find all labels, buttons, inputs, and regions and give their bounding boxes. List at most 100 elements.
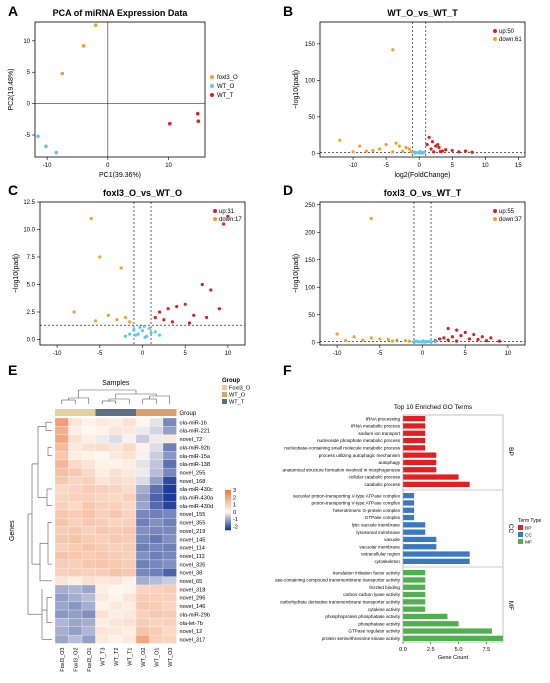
- go-bar-bp: [403, 430, 426, 436]
- heatmap-cell: [108, 568, 123, 577]
- heatmap-cell: [95, 576, 110, 586]
- heatmap-row-label: novel_38: [180, 571, 203, 577]
- heatmap-row-label: novel_326: [180, 562, 206, 568]
- heatmap-cell: [162, 501, 177, 510]
- point-down: [401, 149, 405, 153]
- group-bar-cell: [68, 409, 82, 416]
- heatmap-cell: [68, 493, 83, 502]
- heatmap-cell: [135, 501, 150, 510]
- legend-label: up:55: [499, 209, 515, 215]
- heatmap-cell: [162, 559, 177, 569]
- point-down: [352, 335, 356, 339]
- heatmap-cell: [54, 593, 69, 602]
- heatmap-row-label: ola-let-7b: [180, 621, 203, 627]
- point-down: [93, 319, 98, 323]
- go-term-label: lysosomal membrane: [356, 530, 400, 535]
- heatmap-cell: [95, 584, 110, 594]
- point-up: [157, 310, 162, 314]
- heatmap-cell: [54, 501, 69, 510]
- legend-label: up:31: [219, 209, 235, 215]
- go-term-label: process utilizing autophagic mechanism: [319, 453, 400, 458]
- heatmap-cell: [95, 476, 110, 485]
- go-term-label: vacuolar membrane: [359, 544, 400, 549]
- point-up: [183, 302, 187, 306]
- heatmap-cell: [149, 518, 164, 527]
- point-down: [128, 320, 132, 324]
- y-tick-label: 10: [23, 39, 30, 45]
- point-wt-o: [44, 144, 48, 149]
- y-axis-label: −log10(padj): [293, 254, 300, 293]
- point-ns: [128, 332, 132, 336]
- y-tick-label: 100: [305, 78, 316, 84]
- color-scale-step: [225, 496, 231, 499]
- y-axis-label: −log10(padj): [13, 254, 20, 293]
- heatmap-cell: [68, 626, 83, 636]
- color-scale-step: [225, 525, 231, 527]
- point-foxl3-o: [60, 71, 65, 76]
- heatmap-cell: [108, 417, 123, 427]
- group-bar-cell: [149, 409, 163, 416]
- heatmap-cell: [122, 626, 137, 636]
- heatmap-cell: [162, 518, 177, 527]
- point-ns: [134, 333, 138, 337]
- panel-label-f: F: [283, 362, 292, 378]
- point-up: [472, 332, 476, 337]
- heatmap-cell: [81, 593, 96, 602]
- legend-label: down:37: [499, 217, 522, 223]
- heatmap-cell: [81, 484, 96, 494]
- heatmap-row-label: ola-miR-430a: [180, 496, 214, 502]
- heatmap-cell: [95, 451, 110, 460]
- heatmap-cell: [122, 551, 137, 561]
- color-scale-step: [225, 493, 231, 496]
- heatmap-cell: [68, 634, 83, 644]
- heatmap-cell: [162, 568, 177, 577]
- heatmap-cell: [68, 417, 83, 427]
- heatmap-cell: [162, 601, 177, 611]
- go-term-label: lytic vacuole membrane: [352, 523, 401, 528]
- point-down: [89, 216, 93, 221]
- heatmap-cell: [108, 576, 123, 586]
- heatmap-cell: [68, 518, 83, 527]
- volcano-foxl3-o-vs-wt-t: foxl3_O_vs_WT_T-10-50510050100150200250l…: [275, 180, 550, 360]
- point-up: [437, 145, 441, 150]
- point-down: [335, 332, 339, 336]
- color-scale-step: [225, 506, 231, 509]
- heatmap-cell: [81, 551, 96, 561]
- go-bar-cc: [403, 507, 415, 513]
- heatmap-cell: [95, 593, 110, 602]
- heatmap-cell: [108, 509, 123, 519]
- heatmap-row-label: ola-miR-15a: [180, 454, 211, 460]
- heatmap-cell: [135, 559, 150, 569]
- point-down: [403, 339, 408, 343]
- heatmap-cell: [108, 593, 123, 602]
- point-up: [153, 315, 157, 320]
- go-bar-cc: [403, 558, 470, 564]
- heatmap-cell: [149, 576, 164, 586]
- plot-frame: [34, 21, 206, 158]
- point-up: [204, 315, 209, 320]
- point-up: [162, 318, 166, 322]
- heatmap-row-label: novel_155: [180, 512, 206, 518]
- heatmap-cell: [162, 526, 177, 536]
- point-ns: [136, 332, 140, 336]
- x-tick-label: -10: [349, 163, 358, 169]
- point-up: [463, 330, 467, 334]
- go-term-label: carbohydrate derivative transmembrane tr…: [280, 600, 401, 605]
- heatmap-cell: [162, 451, 177, 460]
- heatmap-cell: [54, 426, 69, 435]
- heatmap-row-label: novel_317: [180, 637, 206, 643]
- y-tick-label: 5: [27, 70, 31, 76]
- chart-title: foxl3_O_vs_WT_O: [103, 188, 182, 198]
- go-term-label: cellular catabolic process: [349, 475, 401, 480]
- group-bar-cell: [122, 409, 136, 416]
- heatmap-cell: [108, 451, 123, 460]
- heatmap-cell: [149, 509, 164, 519]
- heatmap-column-label: Foxl3_O1: [87, 647, 93, 671]
- x-tick-label: 7.5: [482, 647, 490, 653]
- heatmap-cell: [81, 543, 96, 552]
- go-bar-mf: [403, 635, 503, 641]
- heatmap-row-label: novel_114: [180, 546, 205, 552]
- heatmap-cell: [81, 417, 96, 427]
- heatmap-cell: [81, 509, 96, 519]
- point-wt-t: [195, 111, 200, 116]
